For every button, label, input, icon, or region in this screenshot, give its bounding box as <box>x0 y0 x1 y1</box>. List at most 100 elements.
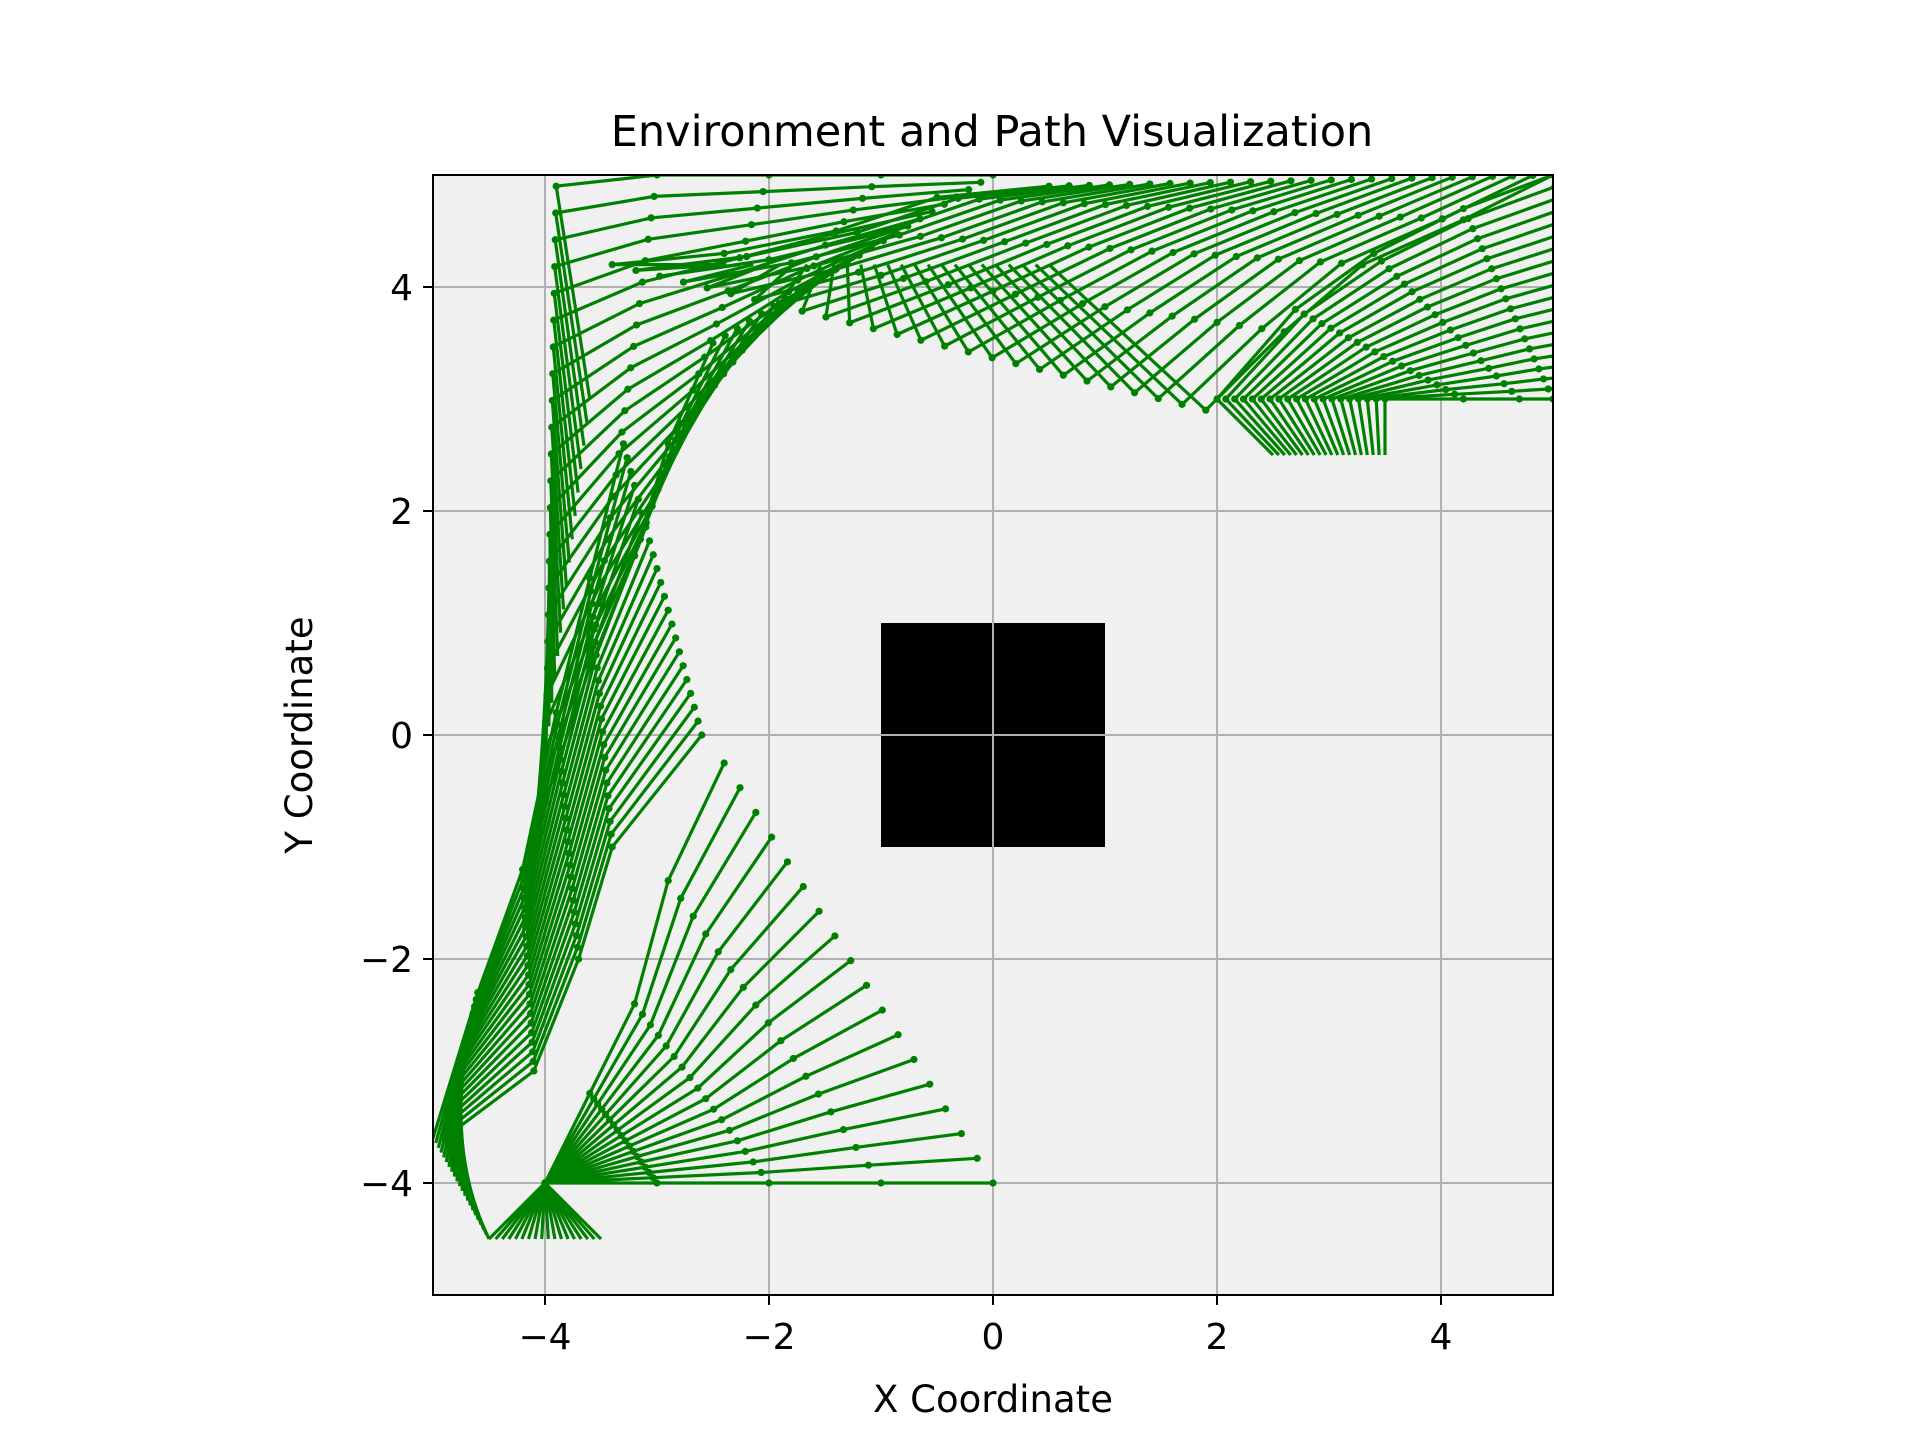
arm-joint <box>743 252 751 261</box>
arm-joint <box>752 808 760 817</box>
arm-joint <box>765 256 773 264</box>
arm-joint <box>1485 364 1493 372</box>
arm-joint <box>751 295 759 304</box>
arm-joint <box>698 731 706 739</box>
arm-joint <box>1417 214 1425 222</box>
arm-joint <box>647 214 655 222</box>
arm-joint <box>1267 177 1275 185</box>
arm-configuration <box>552 202 945 493</box>
arm-joint <box>575 955 583 963</box>
arm-joint <box>644 235 652 243</box>
arm-joint <box>1257 395 1265 403</box>
arm-joint <box>916 232 925 240</box>
arm-joint <box>629 1147 637 1155</box>
arm-joint <box>1442 385 1450 394</box>
arm-joint <box>593 664 601 672</box>
arm-configuration <box>845 180 1251 326</box>
x-tick-label: 4 <box>1430 1317 1453 1358</box>
arm-joint <box>1473 235 1482 243</box>
arm-joint <box>840 218 848 226</box>
arm-joint <box>1213 395 1221 403</box>
arm-joint <box>944 281 952 289</box>
arm-configuration <box>967 176 1433 378</box>
arm-joint <box>1038 198 1046 206</box>
arm-configuration <box>1214 175 1553 457</box>
arm-joint <box>1022 239 1030 247</box>
arm-joint <box>1310 395 1318 403</box>
arm-joint <box>527 1009 535 1018</box>
y-tick-label: 4 <box>390 268 413 309</box>
arm-configuration <box>549 253 860 657</box>
arm-joint <box>1380 352 1388 361</box>
arm-joint <box>1488 175 1497 180</box>
arm-joint <box>789 1054 797 1063</box>
arm-joint <box>703 284 711 292</box>
arm-configuration <box>554 175 993 400</box>
arm-configuration <box>899 178 1332 349</box>
arm-joint <box>607 830 615 838</box>
arm-joint <box>1213 318 1221 326</box>
arm-joint <box>954 194 962 202</box>
arm-joint <box>679 662 687 670</box>
arm-joint <box>520 885 528 893</box>
arm-joint <box>1423 303 1432 311</box>
arm-joint <box>550 316 558 324</box>
arm-configuration <box>953 176 1413 372</box>
arm-joint <box>677 894 685 902</box>
arm-joint <box>627 364 635 372</box>
arm-joint <box>641 1163 649 1171</box>
arm-joint <box>525 981 533 989</box>
arm-joint <box>720 759 728 767</box>
arm-joint <box>552 209 560 217</box>
arm-configuration <box>913 177 1352 355</box>
arm-joint <box>590 1095 598 1103</box>
arm-configuration <box>552 195 957 470</box>
arm-joint <box>799 882 807 891</box>
arm-configuration <box>1294 283 1553 456</box>
arm-joint <box>1459 395 1467 403</box>
arm-joint <box>1301 395 1310 403</box>
arm-joint <box>1064 242 1072 250</box>
arm-joint <box>1083 377 1091 385</box>
arm-joint <box>605 1116 614 1124</box>
arm-joint <box>645 537 654 545</box>
arm-joint <box>1122 201 1131 210</box>
arm-joint <box>1408 288 1416 296</box>
arm-joint <box>1415 371 1423 380</box>
arm-joint <box>810 262 818 270</box>
arm-joint <box>1309 315 1317 323</box>
arm-joint <box>683 403 691 411</box>
arm-joint <box>573 943 582 951</box>
arm-joint <box>864 1161 873 1169</box>
arm-configuration <box>823 180 1231 320</box>
arm-joint <box>1101 200 1110 209</box>
arm-joint <box>710 1105 718 1113</box>
arm-configuration <box>635 184 1070 272</box>
arm-joint <box>733 1137 741 1145</box>
arm-joint <box>742 237 750 245</box>
arm-joint <box>528 1029 536 1037</box>
arm-joint <box>654 485 662 494</box>
arm-joint <box>868 183 876 191</box>
obstacle-layer <box>881 623 1105 847</box>
arm-joint <box>621 1137 629 1145</box>
y-tick-label: 2 <box>390 492 413 533</box>
arm-joint <box>1539 375 1548 383</box>
arm-configuration <box>1374 387 1553 456</box>
arm-joint <box>1535 365 1543 373</box>
arm-configuration <box>683 183 1110 284</box>
arm-joint <box>606 817 614 826</box>
arm-configuration <box>1267 247 1553 456</box>
arm-joint <box>1464 215 1472 223</box>
arm-joint <box>618 428 626 436</box>
arm-joint <box>849 206 857 214</box>
arm-joint <box>714 948 722 956</box>
arm-joint <box>599 728 607 736</box>
arm-joint <box>677 419 685 427</box>
arm-joint <box>725 1126 734 1134</box>
x-tick-label: −2 <box>742 1317 795 1358</box>
arm-joint <box>988 354 996 362</box>
arm-joint <box>941 1105 950 1113</box>
arm-joint <box>937 234 946 242</box>
arm-joint <box>600 557 609 565</box>
